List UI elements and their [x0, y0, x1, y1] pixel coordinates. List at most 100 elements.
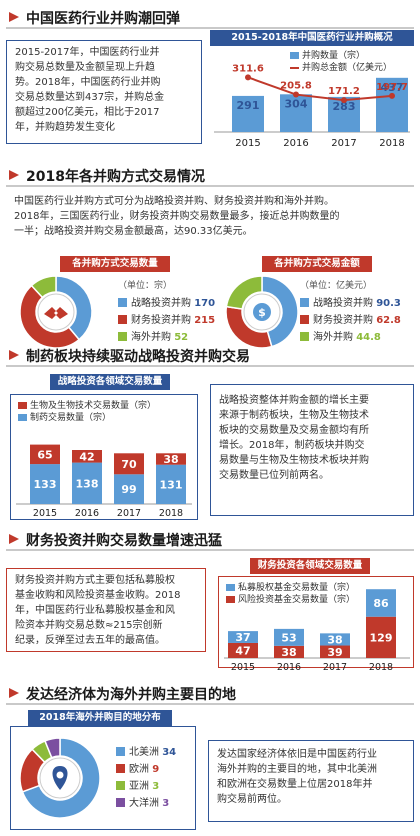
- bar-bottom: [114, 474, 144, 504]
- bar-top-label: 38: [163, 453, 178, 466]
- legend-item: 北美洲 34: [116, 744, 176, 761]
- divider: [6, 27, 414, 29]
- legend-item: 战略投资并购 170: [118, 295, 215, 312]
- arrow-icon: [9, 350, 19, 360]
- chart-4-legend-bio: 生物及生物技术交易数量（宗）: [18, 398, 156, 411]
- pie-slice: [225, 275, 263, 310]
- section-1-text-box: 2015-2017年，中国医药行业并 购交易总数量及金额呈现上升趋 势。2018…: [6, 40, 202, 144]
- count-bar: [280, 94, 312, 132]
- x-tick-label: 2015: [235, 138, 260, 149]
- amount-label: 197.7: [376, 82, 408, 93]
- legend-item: 财务投资并购 215: [118, 312, 215, 329]
- bar-top: [114, 453, 144, 475]
- count-bar: [376, 77, 408, 132]
- legend-item: 海外并购 44.8: [300, 329, 401, 346]
- arrow-icon: [9, 12, 19, 22]
- bar-top-label: 53: [281, 631, 296, 644]
- section-5-paragraph: 发达国家经济体依旧是中国医药行业 海外并购的主要目的地，其中北美洲 和欧洲在交易…: [217, 749, 377, 805]
- section-1-title: 中国医药行业并购潮回弹: [26, 11, 180, 27]
- arrow-icon: [9, 688, 19, 698]
- chart-4-title: 战略投资各领域交易数量: [50, 374, 170, 390]
- bar-top-label: 70: [121, 458, 137, 471]
- bar-bottom-label: 99: [121, 483, 136, 496]
- divider: [6, 365, 414, 367]
- bar-top-label: 42: [79, 450, 94, 463]
- divider: [6, 185, 414, 187]
- arrow-icon: [9, 534, 19, 544]
- amount-label: 171.2: [328, 86, 360, 97]
- chart-6-title: 2018年海外并购目的地分布: [28, 710, 172, 726]
- pie-slice: [21, 737, 101, 819]
- bar-bottom-label: 39: [327, 646, 342, 659]
- chart-3-pie: $: [225, 275, 299, 349]
- legend-item: 战略投资并购 90.3: [300, 295, 401, 312]
- chart-5-legend-pe: 私募股权基金交易数量（宗）: [226, 580, 355, 593]
- x-tick-label: 2017: [323, 662, 347, 672]
- section-5-title: 发达经济体为海外并购主要目的地: [26, 687, 236, 703]
- legend-item: 大洋洲 3: [116, 795, 176, 812]
- x-tick-label: 2018: [159, 508, 183, 518]
- bar-bottom-label: 38: [281, 646, 296, 659]
- chart-1-legend-count: 并购数量（宗）: [290, 48, 365, 61]
- x-tick-label: 2017: [117, 508, 141, 518]
- bar-bottom: [30, 464, 60, 504]
- chart-5-legend-vc: 风险投资基金交易数量（宗）: [226, 592, 355, 605]
- bar-top: [366, 589, 396, 617]
- amount-line: [247, 76, 393, 102]
- section-4-header: 财务投资并购交易数量增速迅猛: [0, 526, 420, 552]
- x-tick-label: 2018: [379, 138, 404, 149]
- section-3-title: 制药板块持续驱动战略投资并购交易: [26, 349, 250, 365]
- pie-slice: [30, 275, 57, 299]
- section-1-header: 中国医药行业并购潮回弹: [0, 4, 420, 30]
- pie-slice: [261, 275, 299, 348]
- section-5-header: 发达经济体为海外并购主要目的地: [0, 680, 420, 706]
- section-2-paragraph: 中国医药行业并购方式可分为战略投资并购、财务投资并购和海外并购。 2018年，三…: [14, 196, 340, 237]
- coin-icon: [253, 303, 271, 321]
- handshake-icon: [44, 307, 68, 319]
- bar-top: [274, 628, 304, 646]
- x-tick-label: 2016: [75, 508, 99, 518]
- count-label: 437: [381, 81, 404, 94]
- legend-item: 欧洲 9: [116, 761, 176, 778]
- bar-bottom: [274, 645, 304, 658]
- bar-bottom-label: 138: [76, 477, 99, 490]
- legend-item: 亚洲 3: [116, 778, 176, 795]
- pie-slice: [44, 737, 61, 759]
- bar-bottom-label: 129: [370, 631, 393, 644]
- bar-bottom: [320, 645, 350, 658]
- chart-4-svg: 133 65 2015 138 42 2016 99 70 2017 131 38 2018: [16, 444, 192, 518]
- divider: [6, 549, 414, 551]
- donut-center: [37, 293, 75, 331]
- chart-2-legend: （单位：宗） 战略投资并购 170 财务投资并购 215 海外并购 52: [118, 278, 215, 346]
- bar-bottom-label: 133: [34, 478, 57, 491]
- chart-6-legend: 北美洲 34 欧洲 9 亚洲 3 大洋洲 3: [116, 744, 176, 812]
- section-4-title: 财务投资并购交易数量增速迅猛: [26, 533, 222, 549]
- section-5-text-box: 发达国家经济体依旧是中国医药行业 海外并购的主要目的地，其中北美洲 和欧洲在交易…: [208, 740, 414, 822]
- chart-2-title: 各并购方式交易数量: [60, 256, 170, 272]
- divider: [6, 703, 414, 705]
- coin-symbol: $: [258, 306, 266, 319]
- bar-bottom-label: 131: [160, 478, 183, 491]
- section-4-paragraph: 财务投资并购方式主要包括私募股权 基金收购和风险投资基金收购。2018 年，中国…: [15, 575, 181, 646]
- chart-3-title: 各并购方式交易金额: [262, 256, 372, 272]
- x-tick-label: 2018: [369, 662, 393, 672]
- count-label: 291: [237, 99, 260, 112]
- bar-top-label: 37: [235, 631, 250, 644]
- bar-bottom-label: 47: [235, 644, 250, 657]
- pin-dot: [56, 771, 64, 779]
- legend-item: 财务投资并购 62.8: [300, 312, 401, 329]
- section-3-paragraph: 战略投资整体并购金额的增长主要 来源于制药板块，生物及生物技术 板块的交易数量及…: [219, 395, 369, 481]
- count-bar: [232, 95, 264, 132]
- x-tick-label: 2015: [231, 662, 255, 672]
- bar-top-label: 86: [373, 597, 389, 610]
- chart-2-pie: [19, 275, 93, 349]
- amount-point: [389, 92, 395, 99]
- arrow-icon: [9, 170, 19, 180]
- bar-bottom: [156, 464, 186, 504]
- amount-point: [341, 97, 347, 104]
- bar-bottom: [366, 616, 396, 658]
- section-3-header: 制药板块持续驱动战略投资并购交易: [0, 342, 420, 368]
- bar-bottom: [72, 462, 102, 504]
- amount-point: [293, 91, 299, 98]
- section-1-paragraph: 2015-2017年，中国医药行业并 购交易总数量及金额呈现上升趋 势。2018…: [15, 47, 165, 133]
